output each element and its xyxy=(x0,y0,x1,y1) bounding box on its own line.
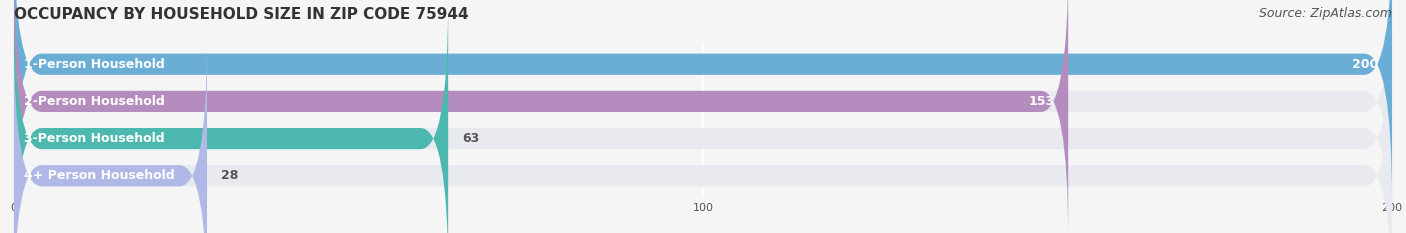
FancyBboxPatch shape xyxy=(14,0,1069,233)
Text: 4+ Person Household: 4+ Person Household xyxy=(24,169,174,182)
FancyBboxPatch shape xyxy=(14,0,1392,202)
Text: 28: 28 xyxy=(221,169,238,182)
Text: 2-Person Household: 2-Person Household xyxy=(24,95,165,108)
Text: 63: 63 xyxy=(463,132,479,145)
Text: 153: 153 xyxy=(1028,95,1054,108)
FancyBboxPatch shape xyxy=(14,38,207,233)
FancyBboxPatch shape xyxy=(14,0,1392,233)
Text: 1-Person Household: 1-Person Household xyxy=(24,58,165,71)
FancyBboxPatch shape xyxy=(14,38,1392,233)
FancyBboxPatch shape xyxy=(14,0,1392,202)
Text: OCCUPANCY BY HOUSEHOLD SIZE IN ZIP CODE 75944: OCCUPANCY BY HOUSEHOLD SIZE IN ZIP CODE … xyxy=(14,7,468,22)
Text: 3-Person Household: 3-Person Household xyxy=(24,132,165,145)
Text: 200: 200 xyxy=(1353,58,1378,71)
Text: Source: ZipAtlas.com: Source: ZipAtlas.com xyxy=(1258,7,1392,20)
FancyBboxPatch shape xyxy=(14,0,449,233)
FancyBboxPatch shape xyxy=(14,0,1392,233)
